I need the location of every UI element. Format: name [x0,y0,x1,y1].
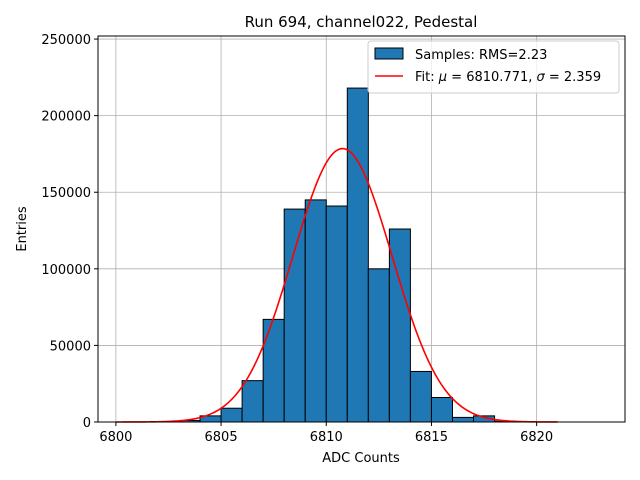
x-tick-label: 6810 [310,430,343,445]
histogram-bar [430,396,453,423]
legend: Samples: RMS=2.23 Fit: μ = 6810.771, σ =… [367,40,620,94]
y-axis: 0 50000 100000 150000 200000 250000 [41,33,98,431]
histogram-bar [283,208,306,423]
y-tick-label: 100000 [41,263,91,278]
histogram-bars [178,87,517,423]
y-tick-label: 50000 [50,339,91,354]
histogram-bar [304,199,327,423]
y-tick-label: 250000 [41,33,91,48]
histogram-bar [451,416,475,423]
x-tick-label: 6820 [520,430,553,445]
legend-histogram-swatch [374,47,404,60]
histogram-bar [367,268,390,423]
histogram-bar [220,407,243,423]
x-tick-label: 6815 [415,430,448,445]
plot-area-frame [97,35,626,423]
x-tick-label: 6805 [205,430,238,445]
legend-fit-label: Fit: μ = 6810.771, σ = 2.359 [415,70,601,85]
histogram-bar [346,87,369,423]
legend-box [367,40,620,94]
histogram-bar [409,370,432,423]
histogram-bar [241,380,264,423]
x-axis-label: ADC Counts [322,451,400,466]
fit-curve [115,147,558,423]
x-axis: 6800 6805 6810 6815 6820 [99,422,553,445]
y-tick-label: 150000 [41,186,91,201]
y-axis-label: Entries [15,206,30,252]
chart-title: Run 694, channel022, Pedestal [245,13,478,31]
x-tick-label: 6800 [99,430,132,445]
legend-histogram-label: Samples: RMS=2.23 [415,48,547,63]
y-tick-label: 0 [83,416,91,431]
histogram-bar [325,205,348,423]
y-tick-label: 200000 [41,110,91,125]
histogram-bar [262,318,285,423]
